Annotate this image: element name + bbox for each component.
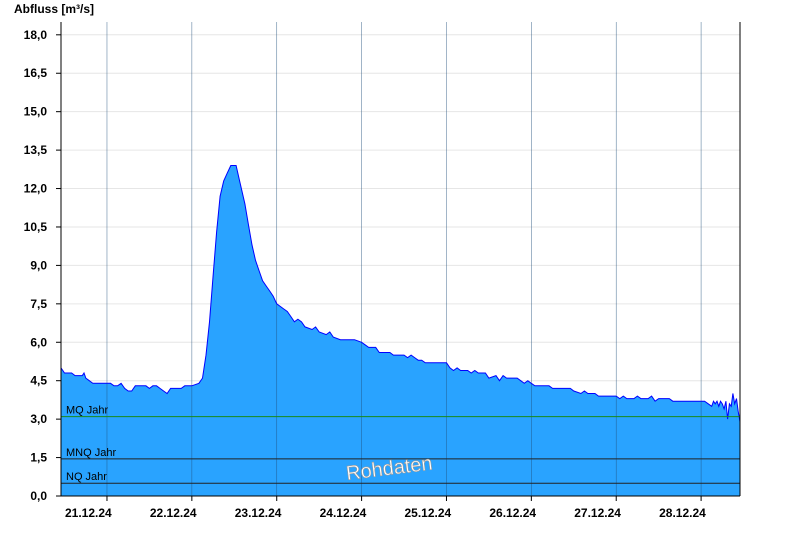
y-tick-label: 15,0 bbox=[24, 105, 48, 119]
y-tick-label: 0,0 bbox=[30, 489, 47, 503]
y-tick-label: 6,0 bbox=[30, 335, 47, 349]
y-tick-label: 4,5 bbox=[30, 374, 47, 388]
x-tick-label: 26.12.24 bbox=[489, 506, 536, 520]
discharge-area bbox=[61, 165, 740, 496]
y-tick-label: 1,5 bbox=[30, 451, 47, 465]
x-ticks: 21.12.24 22.12.24 23.12.24 24.12.24 25.12.24… bbox=[65, 496, 706, 520]
x-tick-label: 23.12.24 bbox=[235, 506, 282, 520]
reference-label: MQ Jahr bbox=[66, 405, 109, 417]
reference-lines: MQ Jahr MNQ Jahr NQ Jahr bbox=[61, 405, 740, 484]
discharge-line bbox=[60, 165, 741, 422]
reference-label: MNQ Jahr bbox=[66, 447, 116, 459]
y-tick-label: 13,5 bbox=[24, 143, 48, 157]
y-tick-label: 7,5 bbox=[30, 297, 47, 311]
y-tick-label: 18,0 bbox=[24, 28, 48, 42]
y-tick-label: 12,0 bbox=[24, 182, 48, 196]
y-ticks: 0,0 1,5 3,0 4,5 6,0 7,5 9,0 10,5 12,0 13,5 15,0 16,… bbox=[24, 28, 61, 503]
x-tick-label: 28.12.24 bbox=[659, 506, 706, 520]
axes bbox=[60, 22, 741, 497]
reference-label: NQ Jahr bbox=[66, 471, 107, 483]
x-tick-label: 27.12.24 bbox=[574, 506, 621, 520]
y-tick-label: 16,5 bbox=[24, 66, 48, 80]
x-tick-label: 22.12.24 bbox=[150, 506, 197, 520]
x-tick-label: 21.12.24 bbox=[65, 506, 112, 520]
x-tick-label: 24.12.24 bbox=[320, 506, 367, 520]
x-tick-label: 25.12.24 bbox=[404, 506, 451, 520]
y-tick-label: 10,5 bbox=[24, 220, 48, 234]
y-tick-label: 9,0 bbox=[30, 258, 47, 272]
y-axis-label: Abfluss [m³/s] bbox=[14, 2, 94, 16]
y-tick-label: 3,0 bbox=[30, 412, 47, 426]
